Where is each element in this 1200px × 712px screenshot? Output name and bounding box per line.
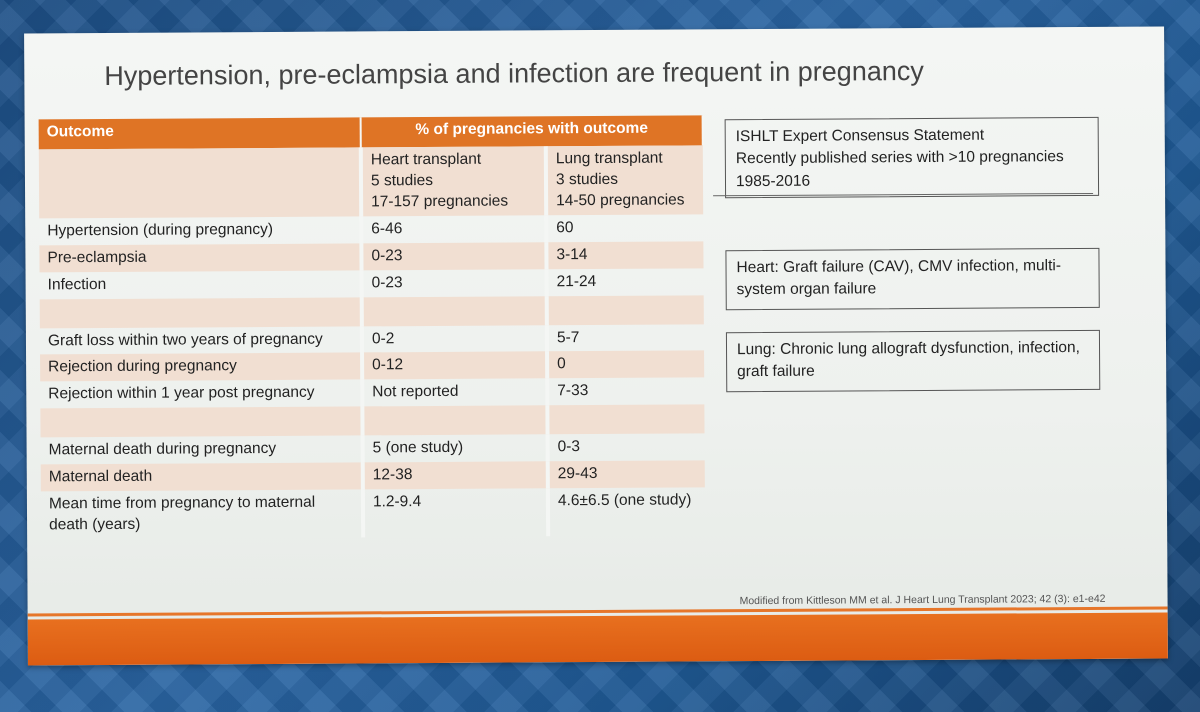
row-outcome: Rejection during pregnancy (40, 352, 363, 382)
row-outcome: Graft loss within two years of pregnancy (47, 330, 323, 349)
header-outcome: Outcome (38, 117, 361, 150)
row-outcome: Mean time from pregnancy to maternal dea… (48, 493, 316, 534)
spacer-cell (361, 295, 547, 326)
row-heart: 0-2 (361, 324, 548, 353)
table-spacer-row (39, 294, 704, 328)
lung-col-line: 3 studies (555, 170, 619, 189)
row-heart: 0-12 (362, 351, 548, 380)
row-outcome: Maternal death during pregnancy (48, 440, 277, 459)
row-outcome: Pre-eclampsia (39, 243, 362, 273)
table-header-row: Outcome % of pregnancies with outcome (38, 115, 703, 150)
row-lung: 29-43 (547, 460, 705, 489)
row-lung: 60 (546, 214, 704, 242)
heart-causes-box: Heart: Graft failure (CAV), CMV infectio… (725, 247, 1100, 311)
row-outcome: Maternal death (40, 462, 363, 492)
citation: Modified from Kittleson MM et al. J Hear… (739, 592, 1106, 608)
row-lung: 5-7 (546, 323, 705, 352)
row-heart: 1.2-9.4 (362, 488, 549, 538)
consensus-line: Recently published series with >10 pregn… (735, 148, 1064, 168)
row-lung: 4.6±6.5 (one study) (547, 487, 706, 537)
consensus-box: ISHLT Expert Consensus Statement Recentl… (724, 116, 1100, 199)
slide: Hypertension, pre-eclampsia and infectio… (24, 26, 1168, 666)
subheader-lung: Lung transplant 3 studies 14-50 pregnanc… (545, 145, 704, 216)
row-heart: 6-46 (361, 215, 547, 244)
row-outcome: Hypertension (during pregnancy) (47, 220, 274, 240)
spacer-cell (40, 406, 363, 438)
lung-col-line: Lung transplant (555, 149, 663, 168)
row-lung: 21-24 (546, 267, 704, 296)
subheader-heart: Heart transplant 5 studies 17-157 pregna… (360, 146, 547, 217)
table-row: Hypertension (during pregnancy) 6-46 60 (39, 214, 704, 245)
table-spacer-row (40, 404, 705, 438)
subheader-empty (38, 147, 362, 219)
row-lung: 7-33 (547, 377, 705, 406)
table-row: Pre-eclampsia 0-23 3-14 (39, 241, 704, 273)
table-row: Maternal death during pregnancy 5 (one s… (41, 433, 705, 465)
consensus-line: 1985-2016 (735, 172, 811, 191)
consensus-line: ISHLT Expert Consensus Statement (735, 126, 985, 146)
row-heart: 12-38 (362, 461, 548, 490)
lung-col-line: 14-50 pregnancies (556, 191, 685, 210)
row-heart: Not reported (362, 378, 548, 407)
table-row: Graft loss within two years of pregnancy… (40, 323, 705, 355)
row-heart: 0-23 (361, 241, 547, 271)
heart-col-line: Heart transplant (370, 150, 482, 169)
header-percent: % of pregnancies with outcome (360, 115, 703, 148)
row-lung: 3-14 (546, 241, 704, 269)
table-row: Maternal death 12-38 29-43 (40, 460, 705, 492)
table-row: Infection 0-23 21-24 (40, 267, 704, 299)
footer-bar (27, 612, 1168, 666)
heart-col-line: 5 studies (370, 171, 434, 190)
spacer-cell (39, 296, 362, 328)
row-lung: 0-3 (547, 433, 705, 462)
lung-causes-box: Lung: Chronic lung allograft dysfunction… (725, 329, 1101, 393)
row-outcome: Infection (47, 275, 107, 293)
row-lung: 0 (547, 350, 705, 379)
table-row: Rejection within 1 year post pregnancy N… (40, 377, 705, 409)
table-row: Mean time from pregnancy to maternal dea… (41, 487, 706, 539)
row-heart: 0-23 (361, 268, 547, 297)
outcome-table: Outcome % of pregnancies with outcome He… (38, 115, 707, 539)
table-subheader-row: Heart transplant 5 studies 17-157 pregna… (38, 145, 704, 219)
slide-title: Hypertension, pre-eclampsia and infectio… (104, 55, 924, 91)
heart-col-line: 17-157 pregnancies (371, 192, 509, 211)
row-heart: 5 (one study) (362, 434, 548, 463)
spacer-cell (547, 404, 705, 435)
spacer-cell (546, 294, 704, 325)
table-row: Rejection during pregnancy 0-12 0 (40, 350, 705, 382)
spacer-cell (362, 405, 548, 436)
row-outcome: Rejection within 1 year post pregnancy (48, 384, 315, 403)
